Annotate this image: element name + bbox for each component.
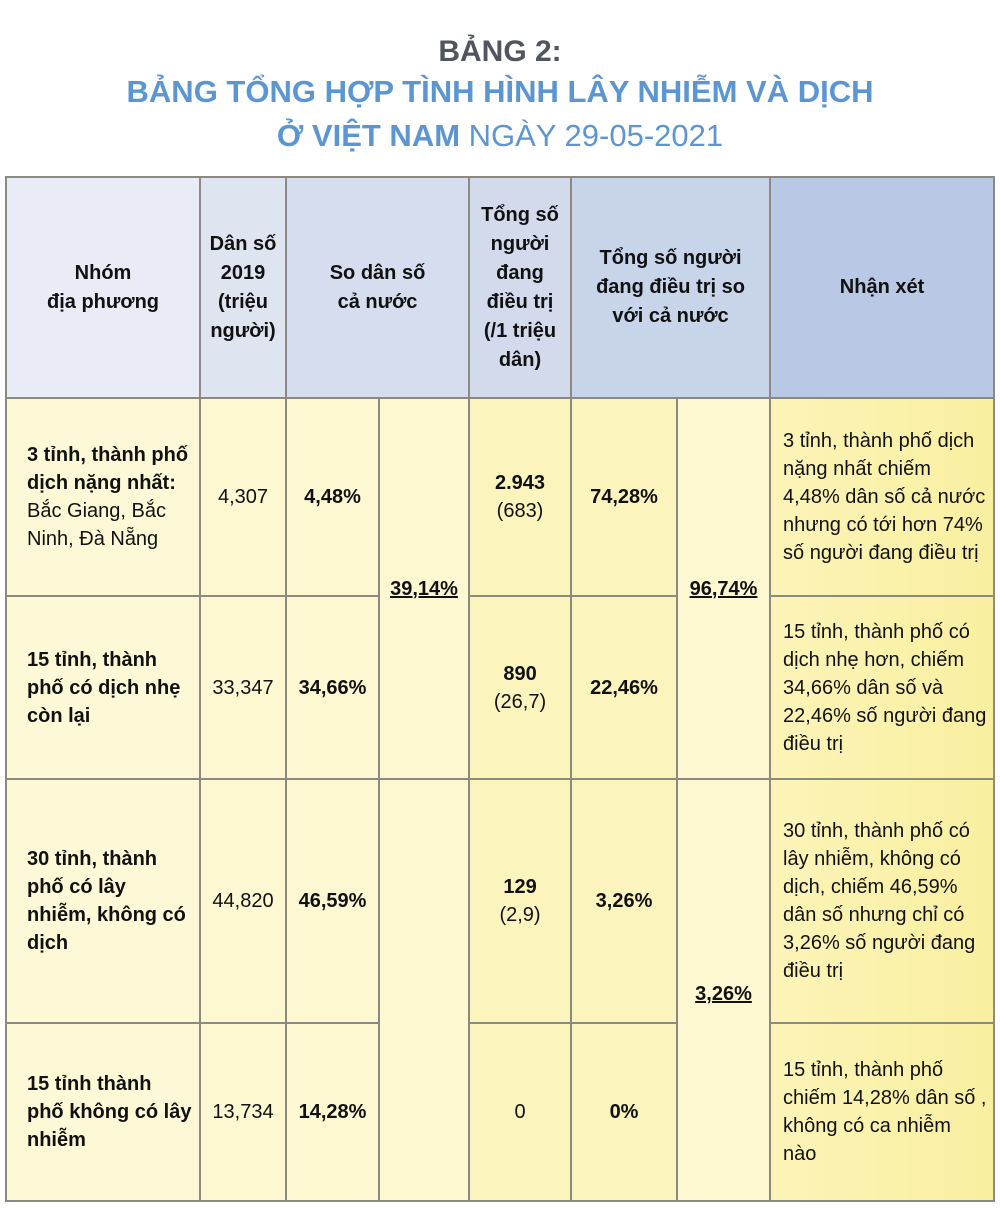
table-row: 15 tỉnh thành phố không có lây nhiễm 13,… [5,1022,996,1202]
group-cell: 30 tỉnh, thành phố có lây nhiễm, không c… [5,778,201,1024]
table-row: 3 tỉnh, thành phố dịch nặng nhất: Bắc Gia… [5,397,996,780]
subtitle-location: Ở VIỆT NAM [276,118,461,153]
header-notes: Nhận xét [769,176,996,399]
population-cell: 4,307 [199,397,287,597]
treating-cell: 0 [468,1022,573,1202]
header-pop-share: So dân số cả nước [284,176,471,399]
subtitle-date: NGÀY 29-05-2021 [460,118,724,153]
treating-value: 129 [503,876,537,898]
treating-cell: 2.943 (683) [468,397,573,597]
table-row: 15 tỉnh, thành phố có dịch nhẹ còn lại 3… [5,595,996,780]
note-cell: 30 tỉnh, thành phố có lây nhiễm, không c… [769,778,996,1024]
pop-share-cell: 14,28% [285,1022,380,1202]
note-cell: 15 tỉnh, thành phố chiếm 14,28% dân số ,… [769,1022,996,1202]
treat-share-merged: 96,74% [676,397,772,780]
header-text: Nhóm địa phương [46,261,160,313]
pop-share-merged: 39,14% [377,397,471,780]
group-name: 3 tỉnh, thành phố dịch nặng nhất: [27,444,189,494]
treat-share-cell: 22,46% [570,595,679,780]
pop-share-cell: 34,66% [285,595,380,780]
treat-share-total: 3,26% [695,983,752,1005]
population-cell: 13,734 [199,1022,287,1202]
header-row: Nhóm địa phương Dân số 2019 (triệu người… [5,176,996,399]
note-cell: 15 tỉnh, thành phố có dịch nhẹ hơn, chiế… [769,595,996,780]
table-row: 30 tỉnh, thành phố có lây nhiễm, không c… [5,778,996,1202]
header-treating: Tổng số người đang điều trị (/1 triệu dâ… [468,176,573,399]
treat-share-total: 96,74% [689,577,758,600]
pop-share-cell: 46,59% [285,778,380,1024]
group-detail: Bắc Giang, Bắc Ninh, Đà Nẵng [27,500,166,550]
table-subtitle: Ở VIỆT NAM NGÀY 29-05-2021 [0,114,1000,158]
group-cell: 15 tỉnh thành phố không có lây nhiễm [5,1022,201,1202]
per-million: (2,9) [499,904,541,926]
header-population: Dân số 2019 (triệu người) [199,176,287,399]
treat-share-cell: 3,26% [570,778,679,1024]
treat-share-merged: 3,26% [676,778,772,1202]
title-block: BẢNG 2: BẢNG TỔNG HỢP TÌNH HÌNH LÂY NHIỄ… [0,0,1000,158]
population-cell: 33,347 [199,595,287,780]
table-title: BẢNG TỔNG HỢP TÌNH HÌNH LÂY NHIỄM VÀ DỊC… [126,74,874,109]
header-treat-share: Tổng số người đang điều trị so với cả nư… [570,176,772,399]
group-cell: 15 tỉnh, thành phố có dịch nhẹ còn lại [5,595,201,780]
treating-cell: 890 (26,7) [468,595,573,780]
group-cell: 3 tỉnh, thành phố dịch nặng nhất: Bắc Gia… [5,397,201,597]
note-cell: 3 tỉnh, thành phố dịch nặng nhất chiếm 4… [769,397,996,597]
treat-share-cell: 74,28% [570,397,679,597]
treating-value: 2.943 [494,472,546,494]
header-group: Nhóm địa phương [5,176,201,399]
table-number: BẢNG 2: [438,35,562,68]
pop-share-merged-empty [377,778,471,1202]
treat-share-cell: 0% [570,1022,679,1202]
pop-share-cell: 4,48% [285,397,380,597]
per-million: (683) [496,500,544,522]
treating-cell: 129 (2,9) [468,778,573,1024]
per-million: (26,7) [493,690,547,713]
population-cell: 44,820 [199,778,287,1024]
pop-share-total: 39,14% [390,577,458,600]
treating-value: 890 [503,662,537,685]
header-text: So dân số cả nước [329,261,426,313]
covid-summary-table: Nhóm địa phương Dân số 2019 (triệu người… [5,176,996,1202]
